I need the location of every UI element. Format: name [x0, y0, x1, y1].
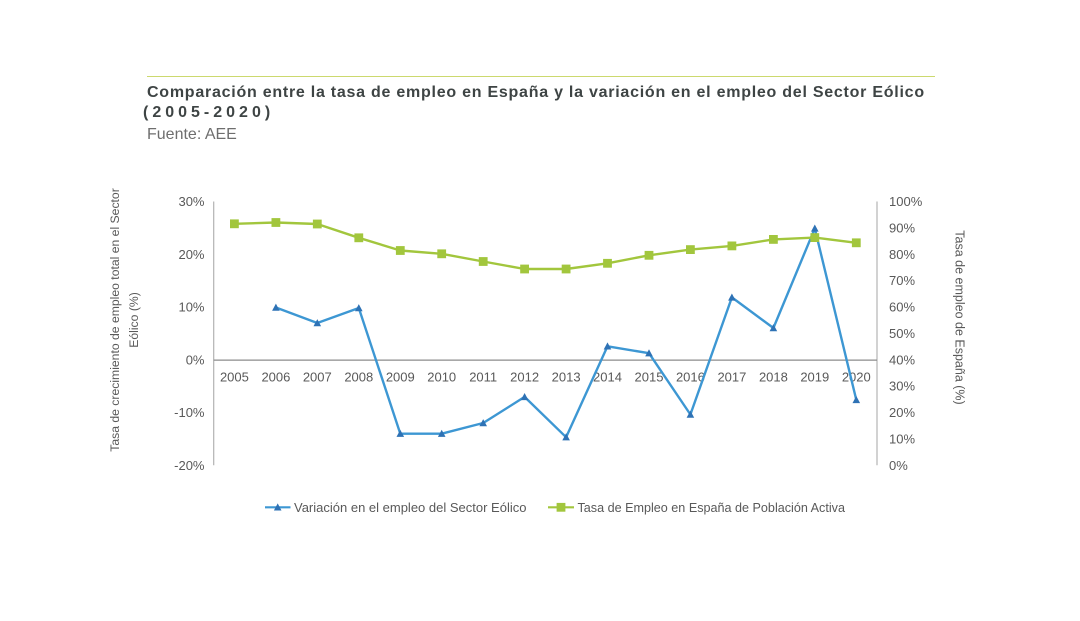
- svg-text:2013: 2013: [552, 370, 581, 385]
- svg-text:2020: 2020: [842, 370, 871, 385]
- svg-text:20%: 20%: [178, 247, 204, 262]
- svg-text:50%: 50%: [889, 326, 915, 341]
- svg-text:80%: 80%: [889, 247, 915, 262]
- svg-text:0%: 0%: [889, 458, 908, 473]
- svg-text:Tasa de Empleo en España de Po: Tasa de Empleo en España de Población Ac…: [578, 501, 845, 515]
- svg-text:2015: 2015: [635, 370, 664, 385]
- svg-text:2017: 2017: [717, 370, 746, 385]
- svg-text:60%: 60%: [889, 300, 915, 315]
- svg-text:20%: 20%: [889, 405, 915, 420]
- svg-text:Variación en el empleo del Sec: Variación en el empleo del Sector Eólico: [294, 500, 526, 515]
- svg-text:100%: 100%: [889, 194, 923, 209]
- svg-text:-10%: -10%: [174, 405, 205, 420]
- svg-text:2006: 2006: [261, 370, 290, 385]
- svg-text:2011: 2011: [469, 370, 497, 385]
- svg-text:90%: 90%: [889, 220, 915, 235]
- svg-text:2012: 2012: [510, 370, 539, 385]
- svg-text:10%: 10%: [178, 300, 204, 315]
- svg-text:Eólico (%): Eólico (%): [127, 292, 141, 348]
- svg-text:30%: 30%: [889, 379, 915, 394]
- svg-text:-20%: -20%: [174, 458, 205, 473]
- svg-text:Tasa de crecimiento de empleo: Tasa de crecimiento de empleo total en e…: [108, 188, 122, 452]
- svg-text:2019: 2019: [800, 370, 829, 385]
- svg-text:2009: 2009: [386, 370, 415, 385]
- svg-text:2018: 2018: [759, 370, 788, 385]
- svg-text:2005: 2005: [220, 370, 249, 385]
- svg-text:40%: 40%: [889, 352, 915, 367]
- svg-text:2008: 2008: [344, 370, 373, 385]
- svg-text:10%: 10%: [889, 431, 915, 446]
- svg-text:70%: 70%: [889, 273, 915, 288]
- svg-text:2014: 2014: [593, 370, 622, 385]
- svg-text:2010: 2010: [427, 370, 456, 385]
- svg-text:30%: 30%: [178, 194, 204, 209]
- svg-text:0%: 0%: [186, 352, 205, 367]
- svg-text:2007: 2007: [303, 370, 332, 385]
- svg-text:2016: 2016: [676, 370, 705, 385]
- svg-text:Tasa de empleo de España (%): Tasa de empleo de España (%): [953, 230, 967, 404]
